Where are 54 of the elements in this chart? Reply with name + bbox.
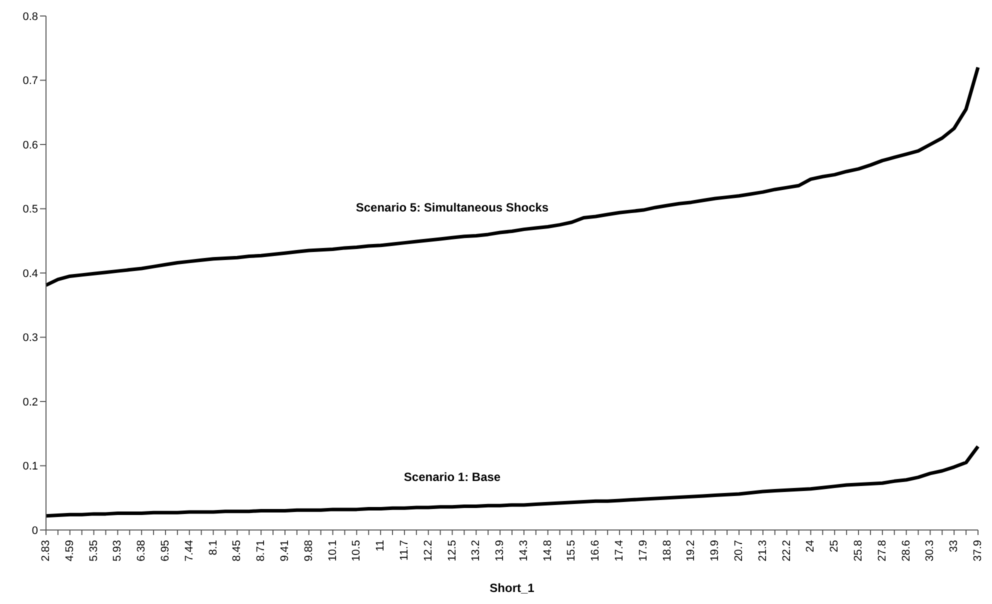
x-tick-label: 19.9 [709,540,722,562]
x-tick-label: 37.9 [972,540,984,562]
x-tick-label: 2.83 [40,540,52,562]
series-label: Scenario 1: Base [404,470,501,484]
x-tick-label: 30.3 [924,540,936,562]
x-axis-title: Short_1 [490,581,535,595]
x-tick-label: 9.41 [278,540,291,562]
x-tick-label: 10.1 [326,540,339,562]
y-tick-label: 0.2 [22,396,38,408]
x-tick-label: 25.8 [852,540,865,562]
x-tick-label: 15.5 [566,540,578,562]
x-tick-label: 11.7 [398,540,410,561]
x-tick-label: 6.95 [159,540,172,562]
y-tick-label: 0.6 [22,139,38,152]
x-tick-label: 8.1 [207,540,220,556]
y-tick-label: 0.8 [22,10,38,23]
x-tick-label: 25 [828,540,841,552]
x-tick-label: 28.6 [900,540,912,562]
x-tick-label: 5.93 [112,540,124,562]
x-tick-label: 10.5 [350,540,363,562]
y-tick-label: 0.7 [22,75,38,88]
x-tick-label: 16.6 [590,540,602,562]
x-tick-label: 33 [948,540,960,552]
x-tick-label: 21.3 [756,540,769,562]
x-tick-label: 17.9 [637,540,650,562]
x-tick-label: 8.71 [255,540,268,562]
x-tick-label: 19.2 [685,540,698,562]
x-tick-label: 5.35 [88,540,100,562]
x-tick-label: 7.44 [183,540,196,562]
x-tick-label: 12.5 [446,540,458,562]
x-tick-label: 4.59 [64,540,76,562]
x-tick-label: 9.88 [302,540,315,562]
y-tick-label: 0.5 [22,204,38,216]
y-tick-label: 0.4 [22,268,38,280]
line-series [44,444,980,518]
x-tick-label: 13.9 [494,540,506,562]
line-series [44,66,980,287]
x-tick-label: 13.2 [470,540,482,562]
y-tick-label: 0 [32,524,38,537]
x-tick-label: 12.2 [422,540,434,562]
series-label: Scenario 5: Simultaneous Shocks [356,200,549,215]
y-tick-label: 0.1 [22,460,38,473]
x-tick-label: 11 [374,540,387,552]
x-tick-label: 17.4 [614,540,626,562]
x-tick-label: 6.38 [136,540,148,562]
x-tick-label: 8.45 [231,540,244,562]
x-tick-label: 18.8 [661,540,674,562]
y-tick-label: 0.3 [22,332,38,344]
x-tick-label: 27.8 [876,540,888,562]
x-tick-label: 24 [804,540,817,552]
x-tick-label: 22.2 [780,540,793,562]
x-tick-label: 20.7 [733,540,746,562]
x-tick-label: 14.3 [518,540,530,562]
x-tick-label: 14.8 [542,540,554,562]
